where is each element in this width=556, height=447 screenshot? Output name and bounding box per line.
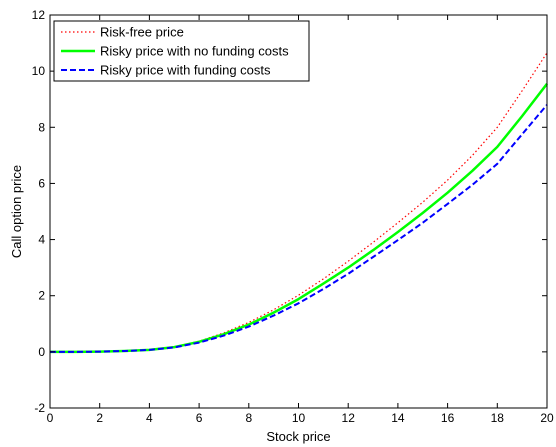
y-tick-label: 4 (38, 233, 45, 247)
series-line-2 (50, 104, 548, 353)
y-tick-label: 12 (32, 8, 46, 22)
x-tick-label: 16 (441, 411, 455, 425)
legend-label-1: Risky price with no funding costs (100, 44, 289, 59)
x-tick-label: 8 (245, 411, 252, 425)
y-tick-label: 0 (38, 345, 45, 359)
x-tick-label: 10 (292, 411, 306, 425)
x-axis-label: Stock price (266, 429, 330, 444)
x-tick-label: 14 (391, 411, 405, 425)
x-tick-label: 18 (491, 411, 505, 425)
x-tick-label: 6 (196, 411, 203, 425)
x-tick-label: 20 (540, 411, 554, 425)
legend: Risk-free price Risky price with no fundi… (53, 20, 310, 82)
series-layer (50, 52, 548, 354)
y-tick-label: 8 (38, 120, 45, 134)
y-tick-label: 6 (38, 176, 45, 190)
y-tick-label: 10 (32, 64, 46, 78)
y-tick-label: -2 (34, 401, 45, 415)
legend-label-2: Risky price with funding costs (100, 63, 271, 78)
y-axis-label: Call option price (9, 165, 24, 258)
legend-box (53, 20, 310, 82)
x-tick-label: 2 (96, 411, 103, 425)
x-tick-label: 4 (146, 411, 153, 425)
y-tick-label: 2 (38, 289, 45, 303)
x-tick-label: 12 (342, 411, 356, 425)
legend-label-0: Risk-free price (100, 25, 184, 40)
x-tick-label: 0 (47, 411, 54, 425)
